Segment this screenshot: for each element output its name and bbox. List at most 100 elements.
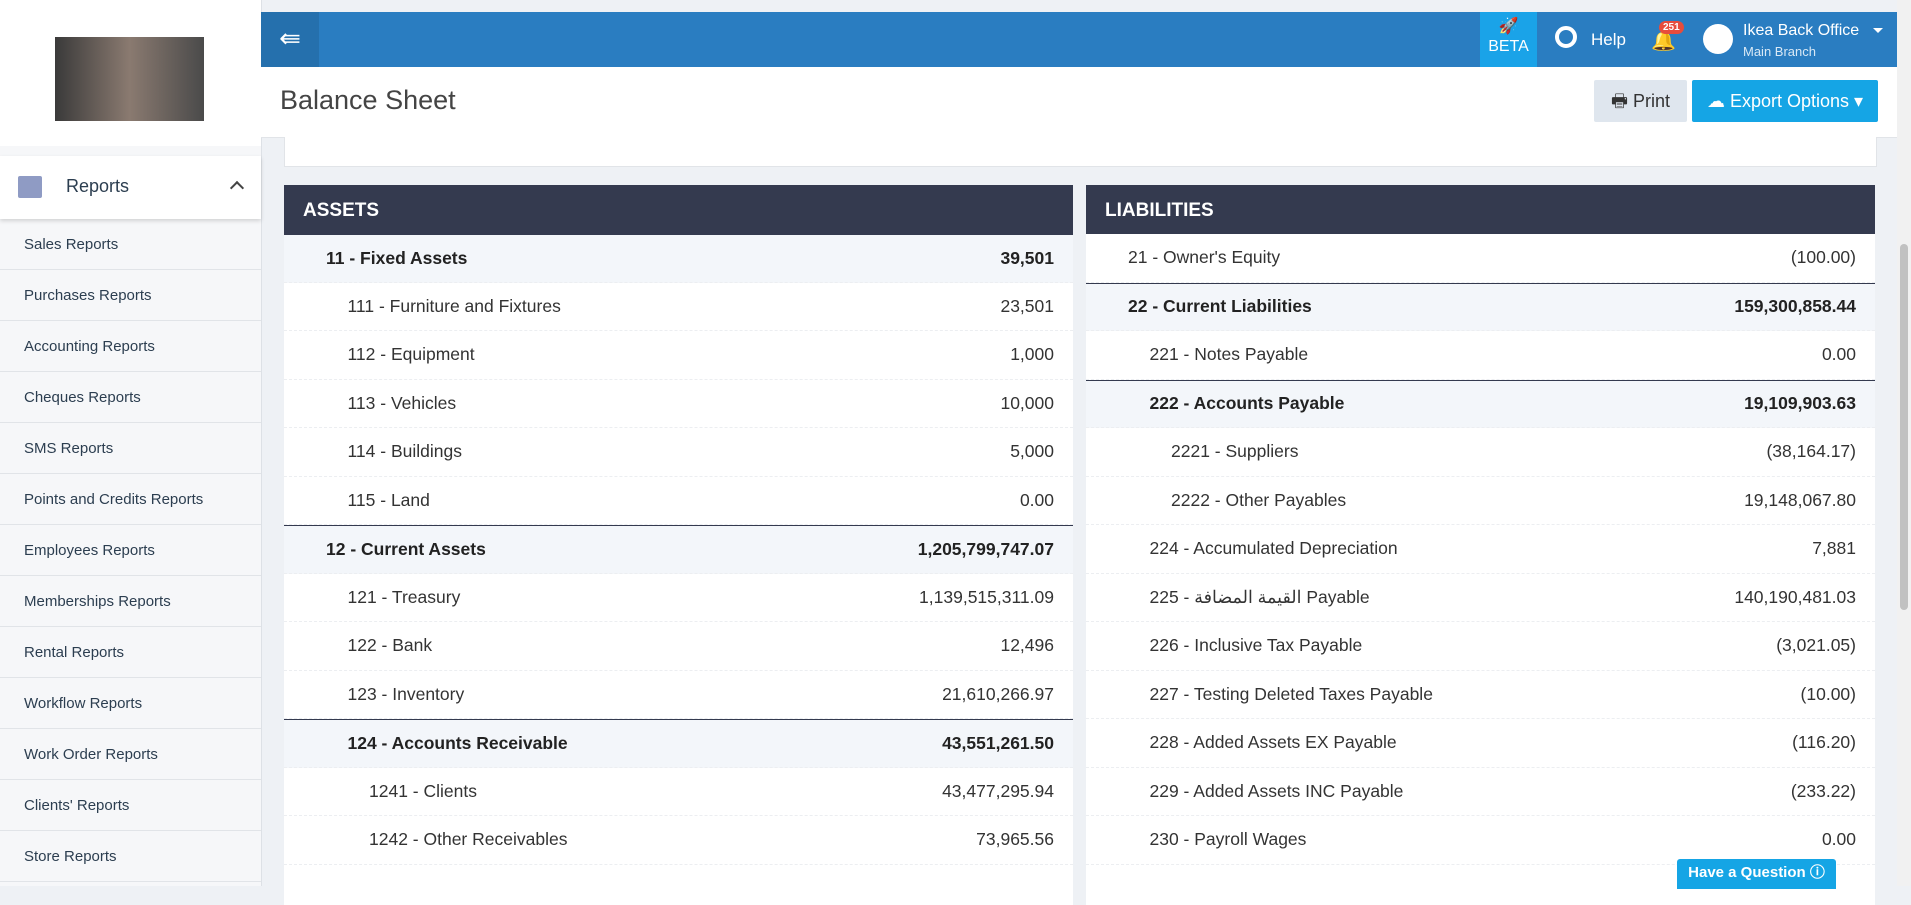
menu-item[interactable]: Sales Reports — [0, 219, 261, 270]
account-row[interactable]: 230 - Payroll Wages 0.00 — [1086, 816, 1875, 865]
account-row[interactable]: 229 - Added Assets INC Payable (233.22) — [1086, 767, 1875, 816]
account-row[interactable]: 227 - Testing Deleted Taxes Payable (10.0… — [1086, 670, 1875, 719]
panel-header: LIABILITIES — [1086, 185, 1875, 234]
menu-item[interactable]: Workflow Reports — [0, 678, 261, 729]
reports-icon — [18, 176, 42, 198]
account-row[interactable]: 21 - Owner's Equity (100.00) — [1086, 234, 1875, 283]
account-row[interactable]: 114 - Buildings 5,000 — [284, 428, 1073, 477]
back-button[interactable]: ⇚ — [261, 12, 319, 67]
account-name: 124 - Accounts Receivable — [347, 732, 568, 753]
account-amount: 43,477,295.94 — [942, 780, 1054, 801]
account-amount: 159,300,858.44 — [1734, 296, 1856, 317]
account-row[interactable]: 12 - Current Assets 1,205,799,747.07 — [284, 525, 1073, 574]
account-amount: (100.00) — [1790, 247, 1856, 268]
account-row[interactable]: 225 - القيمة المضافة Payable 140,190,481.… — [1086, 573, 1875, 622]
beta-button[interactable]: 🚀 BETA — [1480, 12, 1537, 67]
logo — [55, 37, 204, 121]
account-row[interactable]: 11 - Fixed Assets 39,501 — [284, 234, 1073, 283]
menu-item[interactable]: Clients' Reports — [0, 780, 261, 831]
account-name: 2222 - Other Payables — [1171, 489, 1347, 510]
account-amount: 12,496 — [1000, 635, 1054, 656]
scrollbar[interactable] — [1897, 0, 1911, 886]
account-row[interactable]: 1242 - Other Receivables 73,965.56 — [284, 816, 1073, 865]
help-button-label: Have a Question — [1688, 864, 1806, 881]
help-button[interactable]: Have a Question ⓘ — [1677, 859, 1836, 889]
panel-title: LIABILITIES — [1105, 200, 1214, 221]
export-button[interactable]: ☁ Export Options ▾ — [1692, 80, 1878, 122]
menu-item[interactable]: Memberships Reports — [0, 576, 261, 627]
account-amount: 0.00 — [1821, 344, 1856, 365]
user-caret — [1873, 28, 1883, 38]
help-label[interactable]: Help — [1591, 30, 1626, 49]
account-amount: (38,164.17) — [1766, 441, 1856, 462]
account-row[interactable]: 2222 - Other Payables 19,148,067.80 — [1086, 476, 1875, 525]
print-button[interactable]: 🖶 Print — [1594, 80, 1687, 122]
menu-item[interactable]: Employees Reports — [0, 525, 261, 576]
account-name: 229 - Added Assets INC Payable — [1149, 780, 1404, 801]
menu-item[interactable]: Store Reports — [0, 831, 261, 882]
scroll-thumb[interactable] — [1900, 244, 1908, 610]
account-amount: 21,610,266.97 — [942, 683, 1054, 704]
account-row[interactable]: 122 - Bank 12,496 — [284, 622, 1073, 671]
title-bar: Balance Sheet 🖶 Print ☁ Export Options ▾ — [261, 67, 1897, 138]
account-name: 22 - Current Liabilities — [1128, 296, 1312, 317]
account-name: 226 - Inclusive Tax Payable — [1149, 635, 1363, 656]
export-label: Export Options — [1729, 91, 1850, 111]
account-name: 115 - Land — [347, 489, 430, 510]
account-amount: 43,551,261.50 — [942, 732, 1054, 753]
account-row[interactable]: 221 - Notes Payable 0.00 — [1086, 331, 1875, 380]
account-amount: 1,205,799,747.07 — [917, 538, 1054, 559]
account-name: 111 - Furniture and Fixtures — [347, 295, 561, 316]
account-name: 21 - Owner's Equity — [1128, 247, 1281, 268]
account-amount: (116.20) — [1792, 732, 1856, 753]
account-row[interactable]: 228 - Added Assets EX Payable (116.20) — [1086, 719, 1875, 768]
reports-toggle[interactable]: Reports — [0, 156, 261, 219]
account-name: 230 - Payroll Wages — [1149, 829, 1307, 850]
user-icon[interactable] — [1703, 24, 1733, 54]
menu-item[interactable]: Points and Credits Reports — [0, 474, 261, 525]
help-icon[interactable] — [1555, 26, 1577, 48]
account-name: 114 - Buildings — [347, 441, 462, 462]
chevron — [229, 180, 245, 196]
account-row[interactable]: 124 - Accounts Receivable 43,551,261.50 — [284, 719, 1073, 768]
user-name[interactable]: Ikea Back Office — [1743, 22, 1860, 39]
account-name: 11 - Fixed Assets — [326, 247, 468, 268]
panel: ASSETS 11 - Fixed Assets 39,501 111 - Furni… — [284, 185, 1073, 905]
account-amount: 7,881 — [1812, 538, 1856, 559]
account-row[interactable]: 2221 - Suppliers (38,164.17) — [1086, 428, 1875, 477]
filter-panel — [284, 137, 1877, 167]
account-row[interactable]: 111 - Furniture and Fixtures 23,501 — [284, 282, 1073, 331]
account-name: 225 - القيمة المضافة Payable — [1149, 586, 1370, 607]
account-row[interactable]: 1241 - Clients 43,477,295.94 — [284, 767, 1073, 816]
account-name: 123 - Inventory — [347, 683, 465, 704]
account-row[interactable]: 226 - Inclusive Tax Payable (3,021.05) — [1086, 622, 1875, 671]
account-amount: (3,021.05) — [1776, 635, 1856, 656]
account-row[interactable]: 224 - Accumulated Depreciation 7,881 — [1086, 525, 1875, 574]
account-amount: 140,190,481.03 — [1734, 586, 1856, 607]
menu-item[interactable]: Cheques Reports — [0, 372, 261, 423]
account-row[interactable]: 112 - Equipment 1,000 — [284, 331, 1073, 380]
menu-item[interactable]: Accounting Reports — [0, 321, 261, 372]
menu-item[interactable]: Rental Reports — [0, 627, 261, 678]
bell-icon[interactable]: 🔔 — [1651, 30, 1676, 52]
notification-badge: 251 — [1659, 21, 1684, 34]
account-amount: 1,000 — [1010, 344, 1054, 365]
menu-item[interactable]: Work Order Reports — [0, 729, 261, 780]
account-row[interactable]: 121 - Treasury 1,139,515,311.09 — [284, 573, 1073, 622]
account-name: 224 - Accumulated Depreciation — [1149, 538, 1398, 559]
branch-name: Main Branch — [1743, 44, 1816, 59]
account-row[interactable]: 222 - Accounts Payable 19,109,903.63 — [1086, 379, 1875, 428]
menu-item[interactable]: Purchases Reports — [0, 270, 261, 321]
account-row[interactable]: 123 - Inventory 21,610,266.97 — [284, 670, 1073, 719]
account-amount: (10.00) — [1800, 683, 1856, 704]
account-amount: 1,139,515,311.09 — [919, 586, 1054, 607]
page-title: Balance Sheet — [280, 85, 456, 115]
account-name: 122 - Bank — [347, 635, 433, 656]
account-row[interactable]: 22 - Current Liabilities 159,300,858.44 — [1086, 282, 1875, 331]
account-name: 228 - Added Assets EX Payable — [1149, 732, 1397, 753]
account-row[interactable]: 113 - Vehicles 10,000 — [284, 379, 1073, 428]
account-amount: 10,000 — [1000, 392, 1054, 413]
menu-item[interactable]: SMS Reports — [0, 423, 261, 474]
account-row[interactable]: 115 - Land 0.00 — [284, 476, 1073, 525]
account-amount: (233.22) — [1790, 780, 1856, 801]
